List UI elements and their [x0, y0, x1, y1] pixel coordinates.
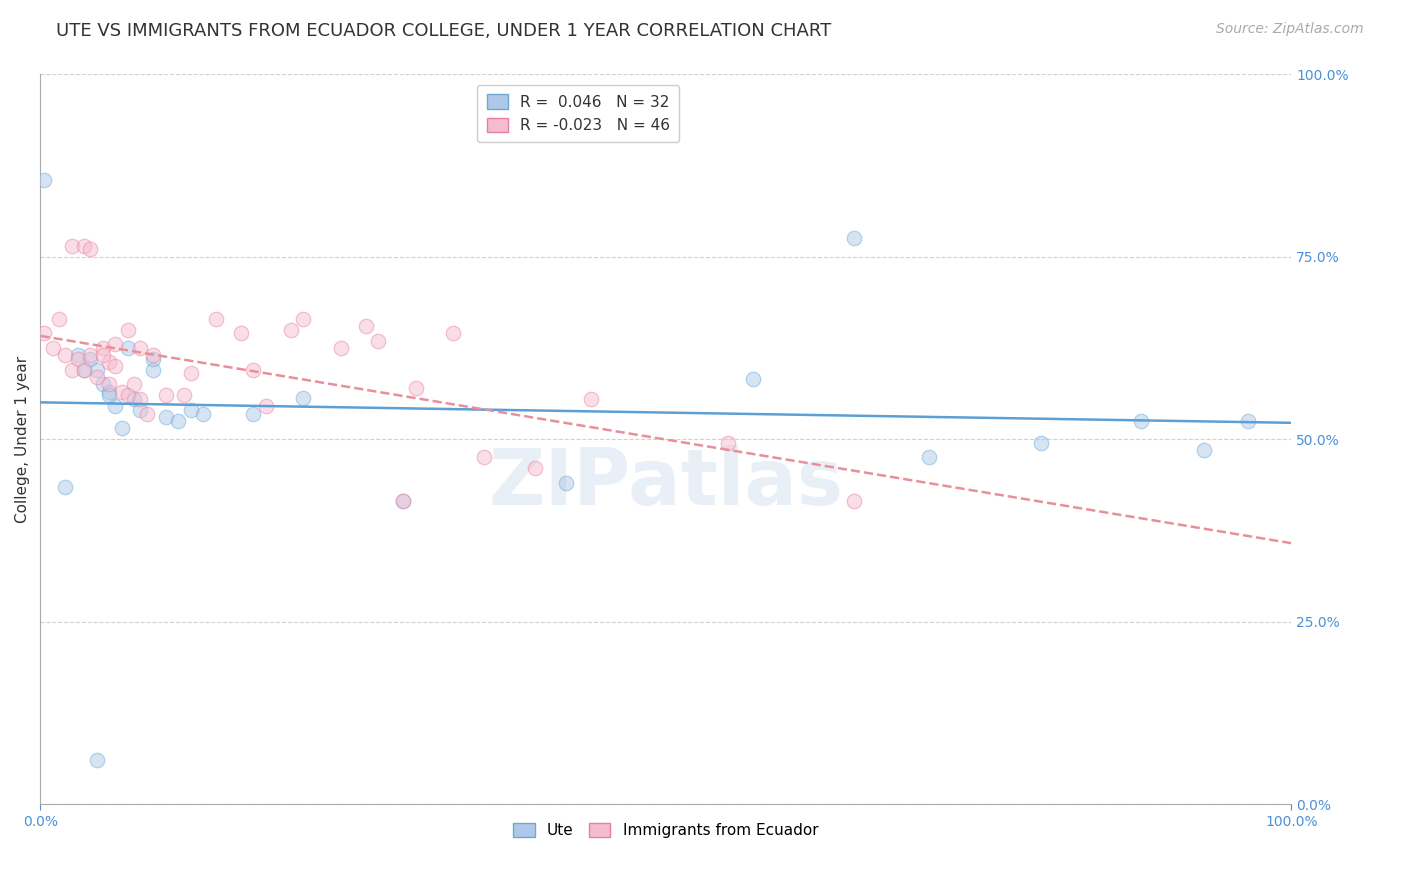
- Point: [104, 337, 127, 351]
- Point: [1130, 414, 1153, 428]
- Point: [167, 414, 190, 428]
- Point: [392, 494, 415, 508]
- Point: [104, 399, 127, 413]
- Point: [142, 363, 165, 377]
- Point: [42, 341, 65, 355]
- Point: [91, 348, 114, 362]
- Point: [292, 311, 315, 326]
- Point: [98, 355, 121, 369]
- Point: [155, 388, 177, 402]
- Point: [329, 341, 352, 355]
- Point: [242, 363, 264, 377]
- Point: [135, 407, 157, 421]
- Point: [86, 363, 108, 377]
- Point: [717, 435, 740, 450]
- Point: [242, 407, 264, 421]
- Point: [229, 326, 252, 341]
- Y-axis label: College, Under 1 year: College, Under 1 year: [15, 356, 30, 523]
- Point: [254, 399, 277, 413]
- Point: [55, 348, 77, 362]
- Point: [60, 238, 83, 252]
- Text: UTE VS IMMIGRANTS FROM ECUADOR COLLEGE, UNDER 1 YEAR CORRELATION CHART: UTE VS IMMIGRANTS FROM ECUADOR COLLEGE, …: [56, 22, 831, 40]
- Point: [367, 334, 389, 348]
- Point: [842, 494, 865, 508]
- Point: [523, 461, 546, 475]
- Point: [98, 384, 121, 399]
- Point: [204, 311, 226, 326]
- Point: [79, 242, 101, 256]
- Text: ZIPatlas: ZIPatlas: [488, 445, 844, 521]
- Point: [1031, 435, 1053, 450]
- Point: [98, 377, 121, 392]
- Point: [292, 391, 315, 405]
- Point: [86, 370, 108, 384]
- Point: [117, 388, 139, 402]
- Point: [280, 323, 302, 337]
- Point: [98, 388, 121, 402]
- Point: [579, 392, 602, 406]
- Point: [554, 475, 576, 490]
- Point: [111, 384, 134, 399]
- Point: [441, 326, 464, 341]
- Point: [129, 341, 152, 355]
- Point: [129, 403, 152, 417]
- Point: [1192, 443, 1215, 458]
- Point: [86, 754, 108, 768]
- Point: [104, 359, 127, 373]
- Point: [55, 480, 77, 494]
- Point: [191, 407, 214, 421]
- Point: [122, 377, 145, 392]
- Point: [142, 351, 165, 366]
- Point: [66, 348, 89, 362]
- Point: [117, 341, 139, 355]
- Point: [111, 421, 134, 435]
- Point: [155, 410, 177, 425]
- Legend: Ute, Immigrants from Ecuador: Ute, Immigrants from Ecuador: [508, 816, 824, 844]
- Point: [173, 388, 195, 402]
- Point: [842, 231, 865, 245]
- Point: [91, 341, 114, 355]
- Point: [79, 351, 101, 366]
- Point: [48, 311, 70, 326]
- Point: [79, 348, 101, 362]
- Point: [1236, 414, 1258, 428]
- Point: [392, 494, 415, 508]
- Point: [66, 351, 89, 366]
- Text: Source: ZipAtlas.com: Source: ZipAtlas.com: [1216, 22, 1364, 37]
- Point: [405, 381, 427, 395]
- Point: [474, 450, 496, 465]
- Point: [32, 326, 55, 341]
- Point: [742, 371, 765, 385]
- Point: [73, 363, 96, 377]
- Point: [60, 363, 83, 377]
- Point: [129, 392, 152, 406]
- Point: [91, 377, 114, 392]
- Point: [122, 392, 145, 406]
- Point: [32, 173, 55, 187]
- Point: [73, 363, 96, 377]
- Point: [117, 323, 139, 337]
- Point: [180, 367, 202, 381]
- Point: [142, 348, 165, 362]
- Point: [73, 238, 96, 252]
- Point: [354, 318, 377, 333]
- Point: [917, 450, 939, 465]
- Point: [180, 403, 202, 417]
